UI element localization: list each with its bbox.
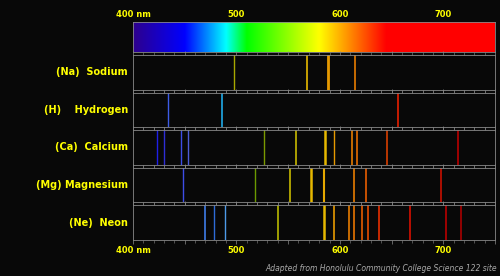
Text: (Ne)  Neon: (Ne) Neon [69, 218, 128, 228]
Text: (Na)  Sodium: (Na) Sodium [56, 67, 128, 77]
Text: (Mg) Magnesium: (Mg) Magnesium [36, 180, 128, 190]
Text: 400 nm: 400 nm [116, 246, 150, 255]
Text: 500: 500 [228, 10, 245, 19]
Text: 700: 700 [434, 246, 452, 255]
Text: (Ca)  Calcium: (Ca) Calcium [55, 142, 128, 153]
Text: 500: 500 [228, 246, 245, 255]
Text: 600: 600 [331, 10, 348, 19]
Text: (H)    Hydrogen: (H) Hydrogen [44, 105, 128, 115]
Text: Adapted from Honolulu Community College Science 122 site: Adapted from Honolulu Community College … [266, 264, 498, 273]
Text: 600: 600 [331, 246, 348, 255]
Text: 400 nm: 400 nm [116, 10, 150, 19]
Text: 700: 700 [434, 10, 452, 19]
